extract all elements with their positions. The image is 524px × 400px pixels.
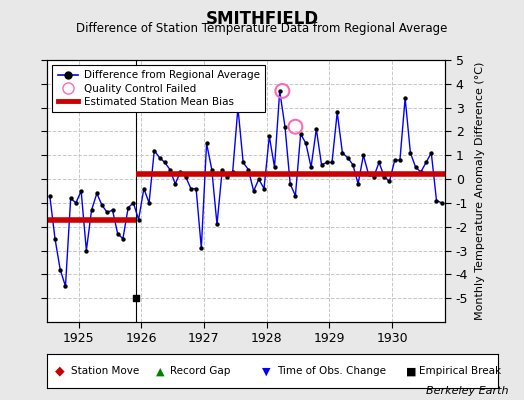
- Point: [155, 154, 163, 161]
- Text: Difference of Station Temperature Data from Regional Average: Difference of Station Temperature Data f…: [77, 22, 447, 35]
- Y-axis label: Monthly Temperature Anomaly Difference (°C): Monthly Temperature Anomaly Difference (…: [475, 62, 485, 320]
- Point: [359, 152, 367, 158]
- Point: [213, 221, 221, 228]
- Point: [422, 159, 430, 166]
- Point: [255, 176, 263, 182]
- Point: [132, 295, 140, 301]
- Point: [401, 95, 409, 101]
- Text: ■: ■: [406, 366, 417, 376]
- Point: [364, 171, 373, 178]
- Point: [61, 283, 70, 290]
- Point: [348, 162, 357, 168]
- Point: [244, 166, 253, 173]
- Point: [187, 186, 195, 192]
- Point: [302, 140, 310, 146]
- Point: [396, 157, 404, 163]
- Point: [291, 192, 300, 199]
- Point: [77, 188, 85, 194]
- Point: [98, 202, 106, 208]
- Text: Record Gap: Record Gap: [170, 366, 231, 376]
- Point: [223, 174, 232, 180]
- Point: [82, 247, 91, 254]
- Point: [228, 169, 237, 175]
- Point: [318, 162, 326, 168]
- Text: Station Move: Station Move: [71, 366, 139, 376]
- Point: [406, 150, 414, 156]
- Point: [197, 245, 205, 251]
- Point: [192, 186, 200, 192]
- Point: [234, 104, 242, 111]
- Text: ▼: ▼: [262, 366, 270, 376]
- Point: [88, 207, 96, 213]
- Point: [276, 88, 284, 94]
- Text: Time of Obs. Change: Time of Obs. Change: [277, 366, 386, 376]
- Point: [411, 164, 420, 170]
- Text: SMITHFIELD: SMITHFIELD: [205, 10, 319, 28]
- Point: [140, 186, 148, 192]
- Text: Empirical Break: Empirical Break: [419, 366, 501, 376]
- Point: [51, 236, 59, 242]
- Point: [260, 186, 268, 192]
- Point: [281, 124, 289, 130]
- Point: [108, 207, 117, 213]
- Point: [129, 200, 138, 206]
- Text: Berkeley Earth: Berkeley Earth: [426, 386, 508, 396]
- Point: [150, 147, 158, 154]
- Point: [103, 209, 112, 216]
- Text: ▲: ▲: [156, 366, 164, 376]
- Point: [208, 166, 216, 173]
- Text: ◆: ◆: [56, 365, 65, 378]
- Point: [176, 169, 184, 175]
- Point: [166, 166, 174, 173]
- Point: [344, 154, 352, 161]
- Point: [328, 159, 336, 166]
- Point: [333, 109, 342, 116]
- Point: [160, 159, 169, 166]
- Point: [46, 192, 54, 199]
- Legend: Difference from Regional Average, Quality Control Failed, Estimated Station Mean: Difference from Regional Average, Qualit…: [52, 65, 265, 112]
- Point: [67, 195, 75, 201]
- Point: [218, 166, 226, 173]
- Point: [171, 181, 179, 187]
- Point: [385, 178, 394, 185]
- Point: [119, 236, 127, 242]
- Point: [56, 266, 64, 273]
- Point: [291, 124, 300, 130]
- Point: [297, 131, 305, 137]
- Point: [124, 204, 133, 211]
- Point: [323, 159, 331, 166]
- Point: [438, 200, 446, 206]
- Point: [202, 140, 211, 146]
- Point: [375, 159, 383, 166]
- Point: [390, 157, 399, 163]
- Point: [380, 174, 388, 180]
- Point: [338, 150, 346, 156]
- Point: [114, 231, 122, 237]
- Point: [93, 190, 101, 196]
- Point: [135, 216, 143, 223]
- Point: [265, 133, 274, 140]
- Point: [278, 88, 287, 94]
- Point: [270, 164, 279, 170]
- Point: [181, 174, 190, 180]
- Point: [312, 126, 321, 132]
- Point: [145, 200, 153, 206]
- Point: [239, 159, 247, 166]
- Point: [369, 174, 378, 180]
- Point: [417, 169, 425, 175]
- Point: [432, 197, 441, 204]
- Point: [72, 200, 80, 206]
- Point: [249, 188, 258, 194]
- Point: [354, 181, 362, 187]
- Point: [286, 181, 294, 187]
- Point: [307, 164, 315, 170]
- Point: [427, 150, 435, 156]
